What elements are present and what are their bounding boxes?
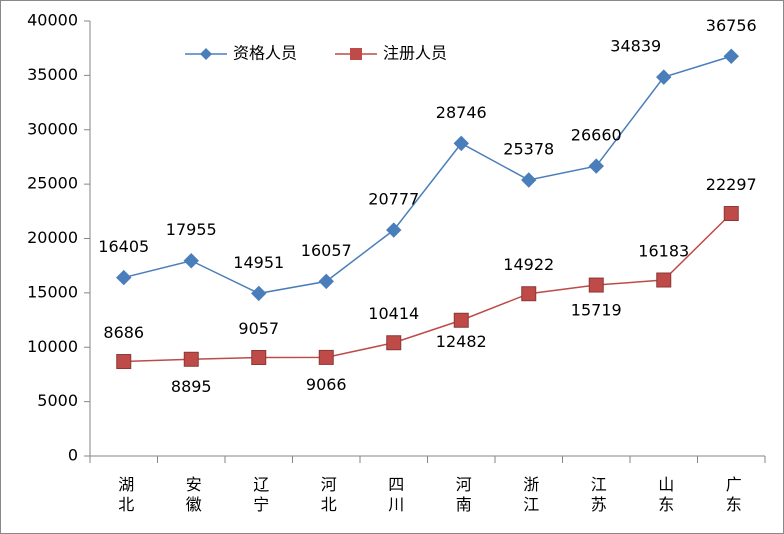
marker xyxy=(723,48,739,64)
data-label: 14951 xyxy=(233,253,284,272)
y-tick-label: 5000 xyxy=(37,391,78,410)
data-label: 34839 xyxy=(610,37,661,56)
y-tick-label: 40000 xyxy=(27,11,78,30)
x-tick-label: 广东 xyxy=(723,476,742,516)
y-tick-label: 0 xyxy=(68,446,78,465)
marker xyxy=(521,286,537,302)
marker xyxy=(251,285,267,302)
x-tick-label: 河南 xyxy=(453,476,472,516)
y-tick-label: 20000 xyxy=(27,228,78,247)
data-label: 17955 xyxy=(166,220,217,239)
x-tick-label: 浙江 xyxy=(520,476,539,516)
data-label: 10414 xyxy=(368,304,419,323)
data-label: 20777 xyxy=(368,190,419,209)
y-tick-label: 30000 xyxy=(27,119,78,138)
x-tick-label: 湖北 xyxy=(115,476,134,516)
marker xyxy=(588,158,604,174)
data-label: 15719 xyxy=(571,301,622,320)
marker xyxy=(521,172,537,188)
series-line xyxy=(123,212,732,363)
marker xyxy=(656,272,672,288)
y-tick-label: 15000 xyxy=(27,282,78,301)
x-tick-label: 江苏 xyxy=(588,476,607,516)
data-label: 25378 xyxy=(503,140,554,159)
legend-marker xyxy=(200,48,212,60)
marker xyxy=(116,354,132,370)
marker xyxy=(318,273,334,290)
data-label: 9066 xyxy=(306,375,347,394)
marker xyxy=(251,350,267,366)
data-label: 16405 xyxy=(98,237,149,256)
x-tick-label: 四川 xyxy=(385,476,404,516)
data-label: 22297 xyxy=(706,175,757,194)
x-tick-label: 安徽 xyxy=(183,476,202,516)
marker xyxy=(183,351,199,367)
x-tick-label: 辽宁 xyxy=(250,476,269,516)
y-tick-label: 35000 xyxy=(27,65,78,84)
series-line xyxy=(123,55,732,295)
legend-label: 资格人员 xyxy=(233,44,297,63)
data-label: 36756 xyxy=(706,16,757,35)
marker xyxy=(453,312,469,328)
marker xyxy=(723,206,739,222)
legend-marker xyxy=(350,48,362,60)
y-tick-label: 10000 xyxy=(27,337,78,356)
data-label: 14922 xyxy=(503,255,554,274)
marker xyxy=(656,69,672,85)
data-label: 26660 xyxy=(571,126,622,145)
data-label: 28746 xyxy=(436,103,487,122)
legend-label: 注册人员 xyxy=(383,44,447,63)
data-label: 8895 xyxy=(171,377,212,396)
data-label: 12482 xyxy=(436,332,487,351)
data-label: 8686 xyxy=(103,323,144,342)
data-label: 16057 xyxy=(301,241,352,260)
marker xyxy=(386,335,402,351)
marker xyxy=(116,269,132,286)
marker xyxy=(453,135,469,152)
marker xyxy=(318,349,334,365)
y-tick-label: 25000 xyxy=(27,174,78,193)
marker xyxy=(386,222,402,238)
marker xyxy=(588,277,604,293)
marker xyxy=(183,253,199,269)
data-label: 9057 xyxy=(238,319,279,338)
x-tick-label: 河北 xyxy=(318,476,337,516)
data-label: 16183 xyxy=(638,242,689,261)
x-tick-label: 山东 xyxy=(655,476,674,516)
